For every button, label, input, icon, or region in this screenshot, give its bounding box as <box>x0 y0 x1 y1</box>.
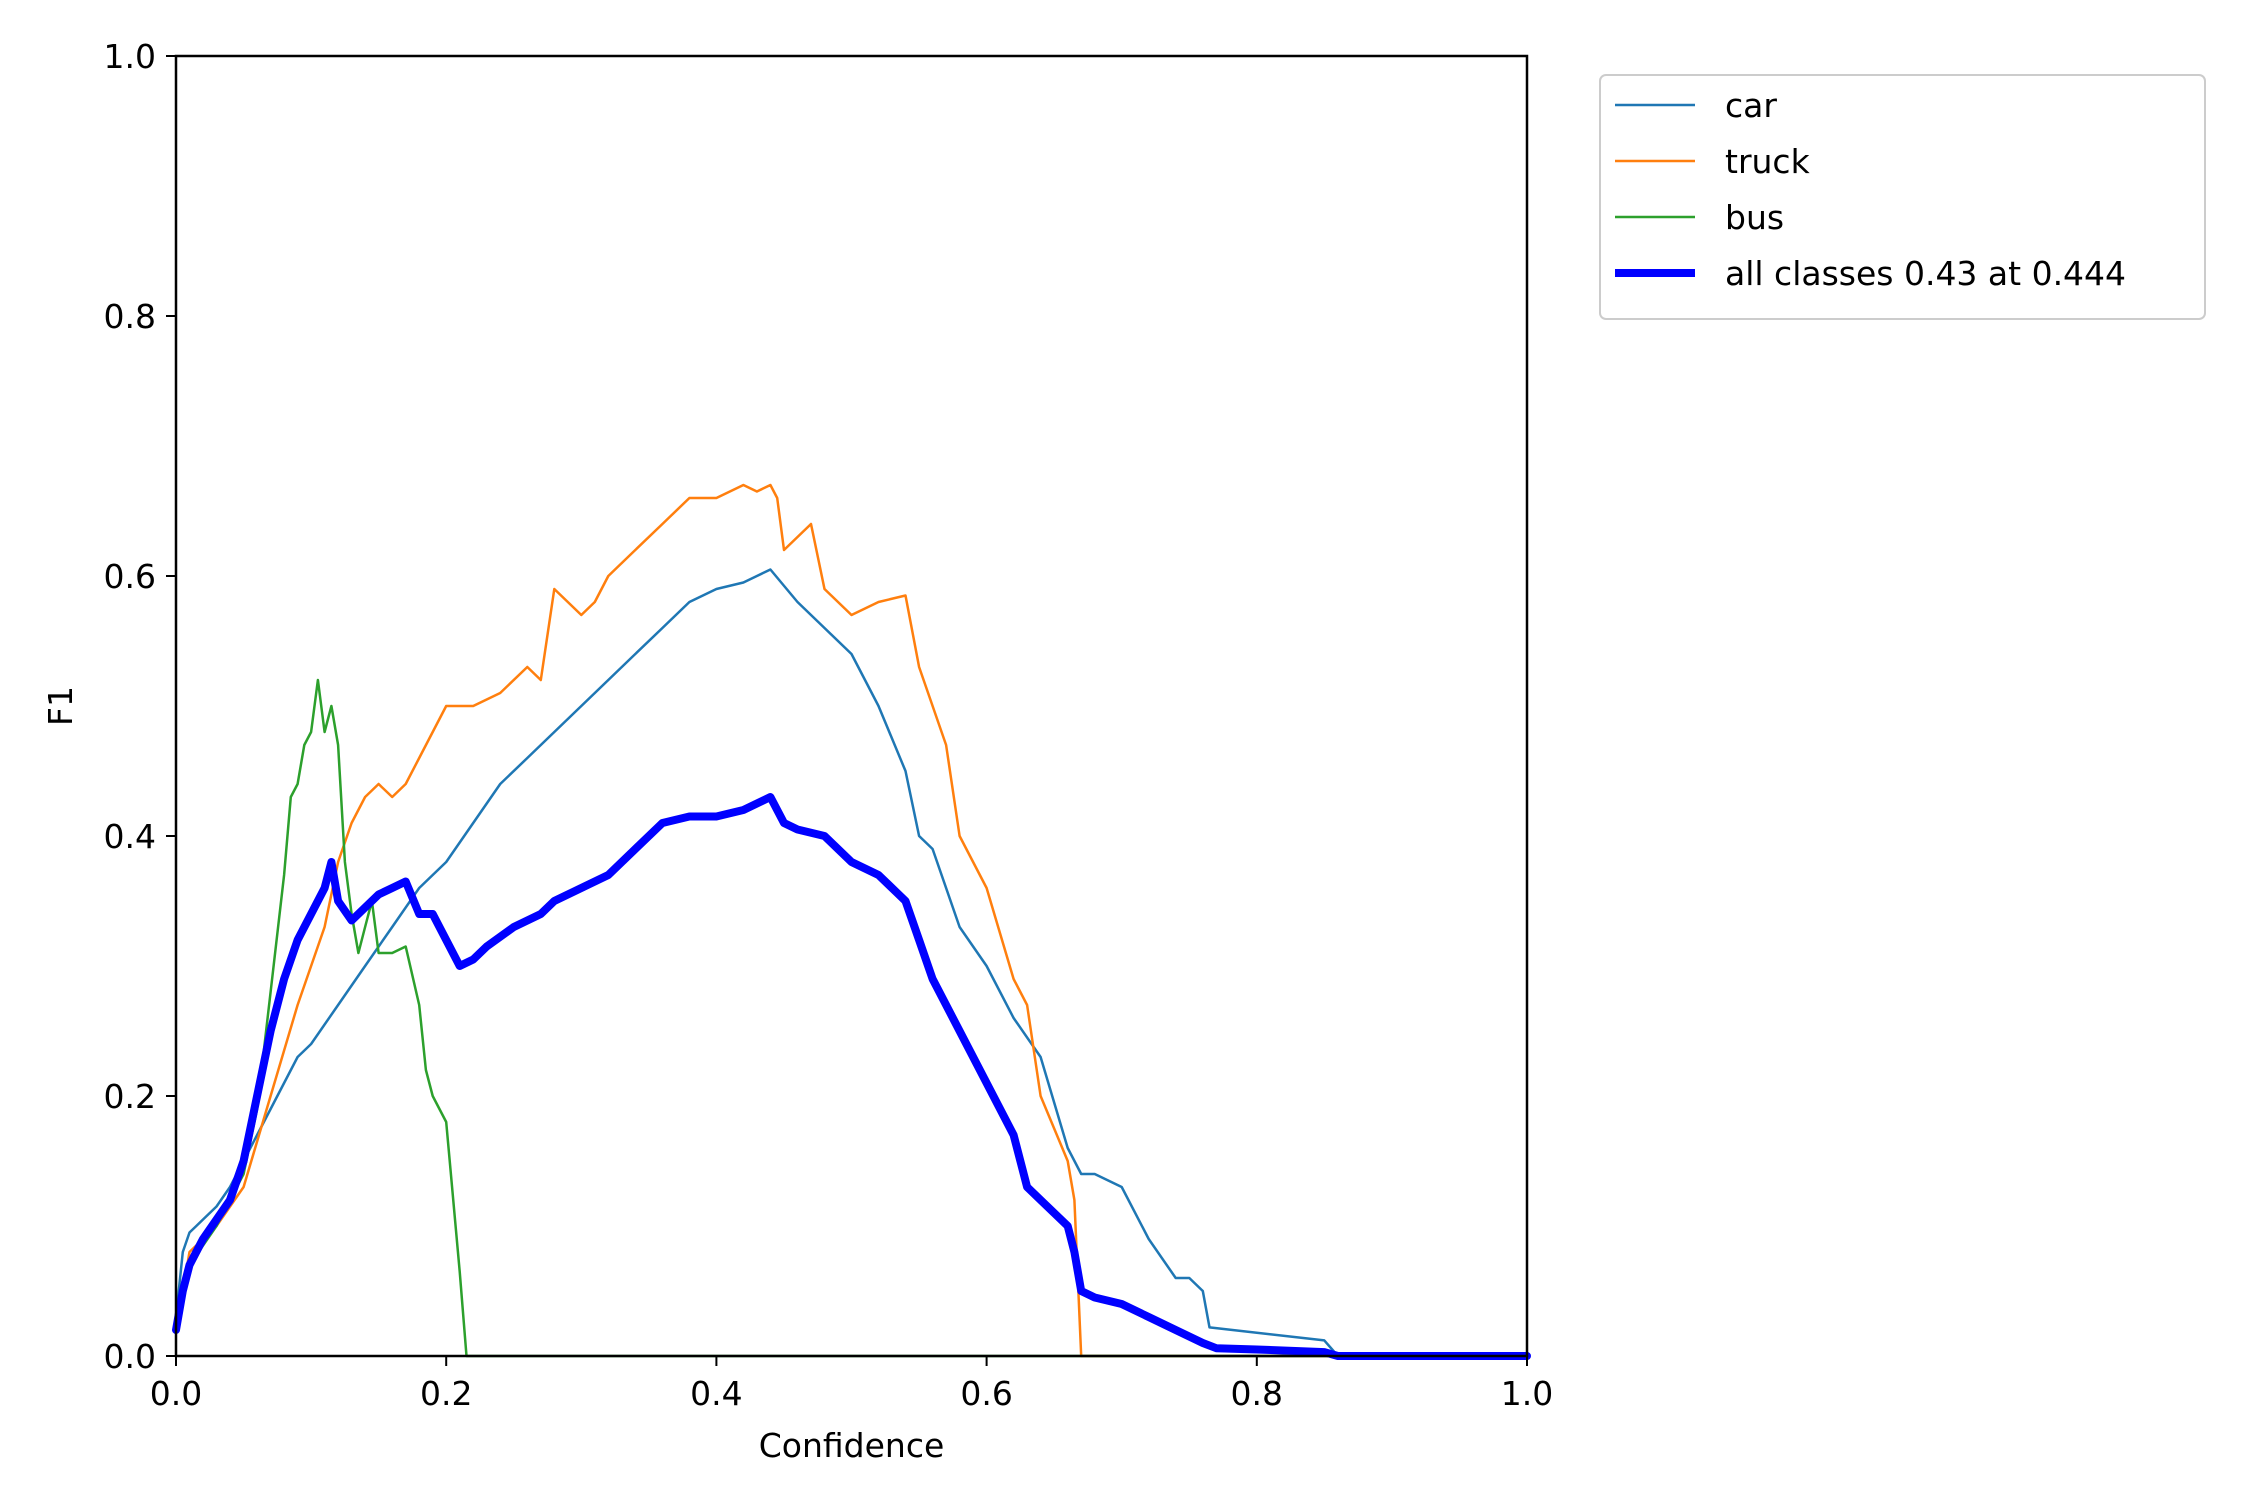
series-line-all-classes <box>172 793 1531 1360</box>
x-tick-label: 0.2 <box>420 1374 472 1413</box>
legend-label: car <box>1725 86 1777 125</box>
y-tick-label: 0.0 <box>104 1337 156 1376</box>
y-tick-label: 0.4 <box>104 817 156 856</box>
series-line-truck <box>174 483 1529 1358</box>
y-axis-label: F1 <box>41 686 80 726</box>
series-layer <box>172 483 1531 1360</box>
x-tick-label: 0.6 <box>960 1374 1012 1413</box>
legend-item: truck <box>1615 142 1811 181</box>
x-tick-label: 1.0 <box>1501 1374 1553 1413</box>
x-tick-label: 0.0 <box>150 1374 202 1413</box>
legend: car truck bus all classes 0.43 at 0.444 <box>1599 74 2206 320</box>
x-tick-label: 0.8 <box>1231 1374 1283 1413</box>
legend-label: all classes 0.43 at 0.444 <box>1725 254 2126 293</box>
y-tick-label: 1.0 <box>104 37 156 76</box>
series-line-bus <box>174 678 1529 1358</box>
x-axis-label: Confidence <box>759 1426 945 1465</box>
axes-frame <box>174 54 1529 1358</box>
y-tick-label: 0.6 <box>104 557 156 596</box>
legend-items: car truck bus all classes 0.43 at 0.444 <box>1615 86 2126 293</box>
legend-box <box>1599 74 2206 320</box>
legend-label: bus <box>1725 198 1784 237</box>
legend-item: bus <box>1615 198 1784 237</box>
ticks-layer: 0.0 0.2 0.4 0.6 0.8 1.0 0.0 0.2 0.4 0.6 0.8 1.0 <box>104 37 1554 1413</box>
y-tick-label: 0.2 <box>104 1077 156 1116</box>
legend-item: car <box>1615 86 1777 125</box>
legend-item: all classes 0.43 at 0.444 <box>1615 254 2126 293</box>
legend-label: truck <box>1725 142 1811 181</box>
y-tick-label: 0.8 <box>104 297 156 336</box>
series-line-car <box>174 568 1529 1358</box>
x-tick-label: 0.4 <box>690 1374 742 1413</box>
